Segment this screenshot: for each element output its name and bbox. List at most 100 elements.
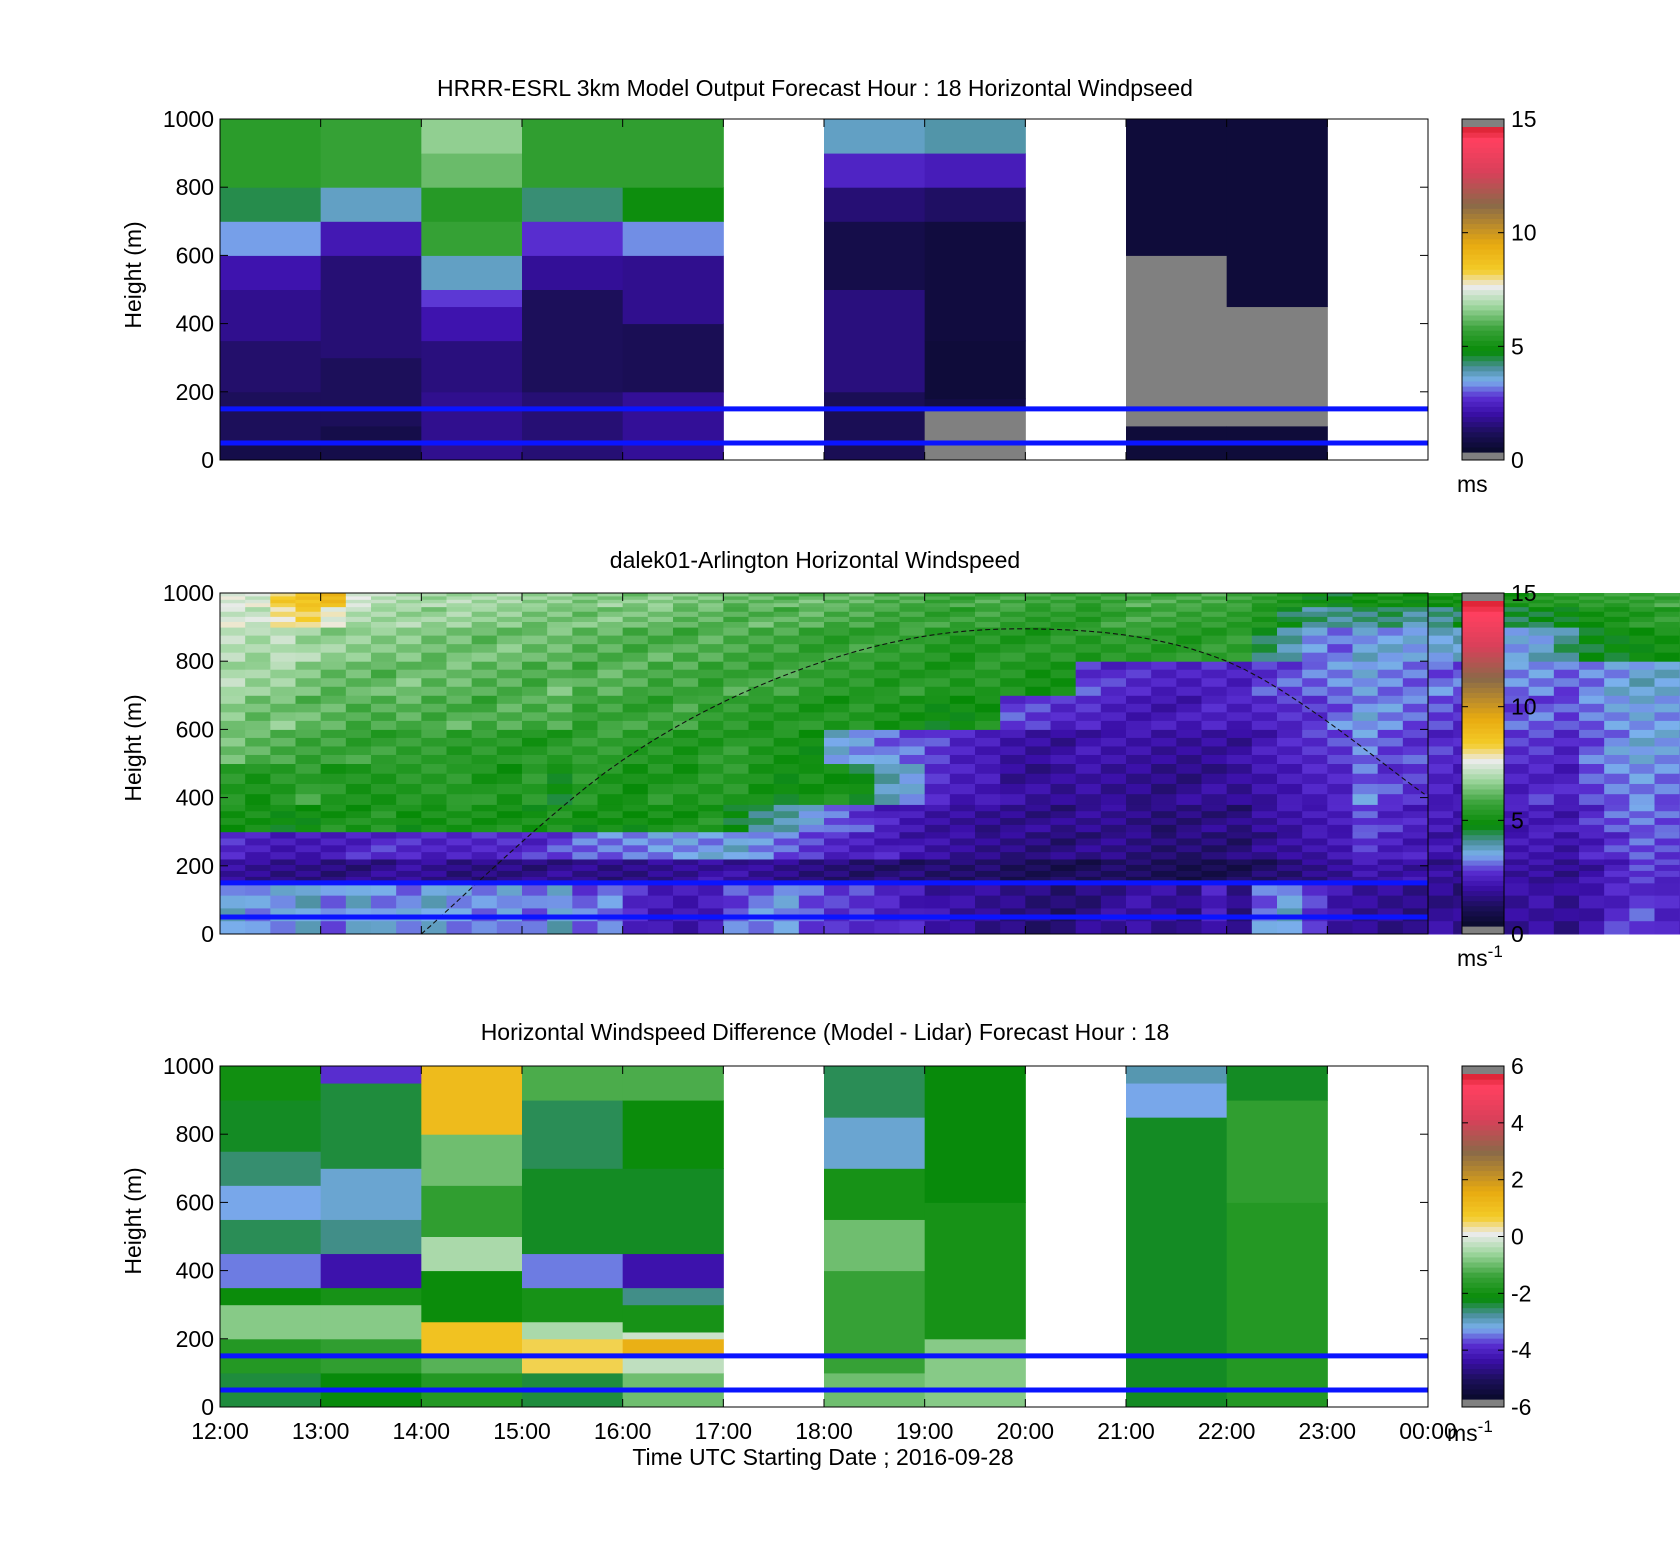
heatmap-cell [1176,678,1202,688]
heatmap-cell [1654,864,1680,872]
heatmap-cell [673,635,699,645]
heatmap-cell [1327,686,1353,696]
heatmap-cell [1654,811,1680,819]
heatmap-cell [1025,720,1051,730]
heatmap-cell [1654,876,1680,884]
heatmap-cell [1579,644,1605,654]
heatmap-cell [320,611,347,618]
heatmap-cell [320,921,347,935]
heatmap-cell [824,729,850,739]
heatmap-cell [1503,729,1530,739]
heatmap-cell [622,616,649,623]
heatmap-cell [798,606,825,613]
heatmap-cell [1075,838,1102,846]
heatmap-cell [522,596,548,601]
colorbar-segment [1462,763,1504,770]
heatmap-cell [1428,686,1454,696]
heatmap-cell [1402,695,1429,705]
heatmap-cell [295,737,322,747]
heatmap-cell [1503,870,1530,878]
heatmap-cell [1151,852,1177,860]
heatmap-cell [924,845,951,853]
colorbar-segment [1462,375,1504,382]
heatmap-cell [1654,921,1680,935]
heatmap-cell [622,187,724,222]
heatmap-cell [1528,611,1555,618]
heatmap-cell [899,712,926,722]
heatmap-cell [975,627,1001,637]
heatmap-cell [597,669,624,679]
heatmap-cell [1428,678,1454,688]
heatmap-cell [1377,669,1404,679]
heatmap-cell [1050,611,1077,618]
colorbar-segment [1462,127,1504,133]
heatmap-cell [345,596,372,601]
heatmap-cell [1503,661,1530,671]
colorbar-segment [1462,1200,1504,1207]
colorbar-segment [1462,875,1504,881]
heatmap-cell [1126,729,1152,739]
heatmap-cell [1428,804,1454,812]
heatmap-cell [773,686,800,696]
y-tick-label: 0 [201,447,214,473]
heatmap-cell [748,661,775,671]
colorbar-segment [1462,1160,1504,1167]
heatmap-cell [647,695,674,705]
heatmap-cell [1327,644,1353,654]
heatmap-cell [1151,678,1177,688]
colorbar-segment [1462,253,1504,260]
heatmap-cell [345,729,372,739]
heatmap-cell [421,882,447,897]
heatmap-cell [1377,661,1404,671]
heatmap-cell [622,652,649,662]
colorbar-segment [1462,1150,1504,1156]
heatmap-cell [496,729,523,739]
heatmap-cell [547,811,573,819]
heatmap-cell [496,746,523,756]
heatmap-cell [547,794,573,805]
heatmap-cell [798,838,825,846]
heatmap-cell [371,729,397,739]
heatmap-cell [1151,627,1177,637]
heatmap-cell [924,616,951,623]
heatmap-cell [924,661,951,671]
heatmap-cell [295,627,322,637]
heatmap-cell [723,882,749,897]
heatmap-cell [1528,606,1555,613]
heatmap-cell [496,596,523,601]
colorbar-segment [1462,601,1504,607]
heatmap-cell [1251,593,1278,597]
heatmap-cell [1201,737,1228,747]
heatmap-cell [798,596,825,601]
heatmap-cell [1503,783,1530,795]
heatmap-cell [1629,858,1655,866]
heatmap-cell [949,783,976,795]
heatmap-cell [1327,876,1353,884]
heatmap-cell [1327,895,1353,909]
y-tick-label: 0 [201,1394,214,1420]
heatmap-cell [1126,621,1152,628]
heatmap-cell [1654,858,1680,866]
heatmap-cell [572,746,598,756]
heatmap-cell [924,644,951,654]
y-tick-label: 200 [176,379,214,405]
heatmap-cell [874,895,900,909]
colorbar-segment [1462,142,1504,148]
heatmap-cell [647,621,674,628]
heatmap-cell [295,794,322,805]
heatmap-cell [245,804,271,812]
heatmap-cell [1503,712,1530,722]
heatmap-cell [849,593,875,597]
heatmap-cell [874,703,900,713]
heatmap-cell [748,858,775,866]
heatmap-cell [673,804,699,812]
heatmap-cell [522,720,548,730]
heatmap-cell [1201,864,1228,872]
heatmap-cell [748,606,775,613]
colorbar-cap [1462,119,1504,127]
heatmap-cell [220,763,246,775]
heatmap-cell [1176,712,1202,722]
heatmap-cell [471,599,498,604]
heatmap-cell [824,616,850,623]
heatmap-cell [320,876,347,884]
